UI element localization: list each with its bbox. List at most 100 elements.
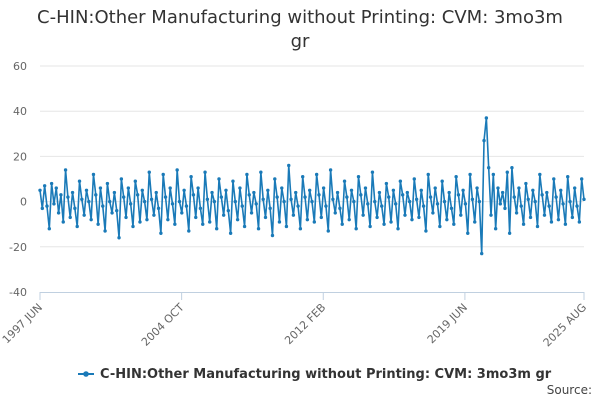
- data-point[interactable]: [277, 220, 282, 224]
- data-point[interactable]: [68, 215, 72, 220]
- data-point[interactable]: [145, 217, 149, 222]
- data-point[interactable]: [214, 227, 219, 231]
- data-point[interactable]: [533, 199, 537, 204]
- data-point[interactable]: [331, 197, 335, 202]
- data-point[interactable]: [226, 208, 231, 213]
- data-point[interactable]: [389, 220, 393, 224]
- data-point[interactable]: [247, 193, 251, 197]
- data-point[interactable]: [419, 188, 423, 192]
- data-point[interactable]: [124, 215, 128, 220]
- data-point[interactable]: [47, 227, 51, 231]
- data-point[interactable]: [535, 224, 540, 229]
- data-point[interactable]: [484, 116, 489, 120]
- data-point[interactable]: [291, 213, 296, 217]
- data-point[interactable]: [163, 195, 168, 199]
- data-point[interactable]: [312, 220, 317, 224]
- data-point[interactable]: [489, 213, 493, 217]
- data-point[interactable]: [210, 190, 214, 195]
- data-point[interactable]: [414, 197, 419, 202]
- data-point[interactable]: [447, 190, 451, 195]
- data-point[interactable]: [547, 204, 551, 208]
- data-point[interactable]: [445, 217, 449, 222]
- data-point[interactable]: [347, 217, 351, 222]
- data-point[interactable]: [319, 215, 323, 220]
- data-point[interactable]: [133, 179, 138, 183]
- data-point[interactable]: [263, 215, 268, 220]
- data-point[interactable]: [75, 224, 79, 229]
- data-point[interactable]: [170, 202, 175, 206]
- data-point[interactable]: [438, 224, 442, 229]
- data-point[interactable]: [393, 202, 398, 206]
- data-point[interactable]: [540, 193, 544, 197]
- data-point[interactable]: [428, 195, 433, 199]
- data-point[interactable]: [403, 213, 407, 217]
- data-point[interactable]: [503, 206, 507, 211]
- data-point[interactable]: [256, 227, 261, 231]
- data-point[interactable]: [498, 202, 503, 206]
- data-point[interactable]: [187, 229, 191, 233]
- data-point[interactable]: [431, 211, 435, 215]
- data-point[interactable]: [582, 197, 586, 202]
- data-point[interactable]: [63, 168, 68, 172]
- data-point[interactable]: [108, 199, 112, 204]
- data-point[interactable]: [233, 199, 237, 204]
- data-point[interactable]: [89, 217, 93, 222]
- data-point[interactable]: [173, 222, 177, 226]
- data-point[interactable]: [349, 188, 354, 192]
- data-point[interactable]: [296, 204, 300, 208]
- data-point[interactable]: [101, 204, 105, 208]
- data-point[interactable]: [235, 217, 240, 222]
- data-point[interactable]: [563, 222, 568, 226]
- data-point[interactable]: [324, 204, 328, 208]
- data-point[interactable]: [96, 222, 100, 226]
- data-point[interactable]: [301, 175, 305, 179]
- data-point[interactable]: [254, 202, 258, 206]
- data-point[interactable]: [54, 186, 58, 190]
- data-point[interactable]: [505, 170, 509, 174]
- data-point[interactable]: [568, 199, 572, 204]
- data-point[interactable]: [280, 186, 284, 190]
- data-point[interactable]: [194, 215, 198, 220]
- data-point[interactable]: [382, 222, 386, 226]
- data-point[interactable]: [84, 188, 89, 192]
- data-point[interactable]: [94, 193, 98, 197]
- data-point[interactable]: [538, 172, 542, 177]
- data-point[interactable]: [61, 220, 65, 224]
- data-point[interactable]: [249, 211, 254, 215]
- data-point[interactable]: [177, 199, 182, 204]
- data-point[interactable]: [370, 170, 375, 174]
- data-point[interactable]: [168, 186, 172, 190]
- data-point[interactable]: [519, 204, 523, 208]
- data-point[interactable]: [56, 211, 61, 215]
- data-point[interactable]: [384, 181, 389, 186]
- data-point[interactable]: [354, 227, 358, 231]
- data-point[interactable]: [175, 168, 179, 172]
- data-point[interactable]: [452, 222, 456, 226]
- data-point[interactable]: [573, 186, 577, 190]
- data-point[interactable]: [38, 188, 42, 192]
- data-point[interactable]: [521, 222, 526, 226]
- data-point[interactable]: [261, 197, 265, 202]
- data-point[interactable]: [454, 175, 458, 179]
- data-point[interactable]: [275, 195, 279, 199]
- data-point[interactable]: [477, 199, 482, 204]
- data-point[interactable]: [368, 224, 372, 229]
- data-point[interactable]: [70, 190, 75, 195]
- data-point[interactable]: [421, 204, 426, 208]
- data-point[interactable]: [549, 220, 554, 224]
- data-point[interactable]: [433, 186, 437, 190]
- data-point[interactable]: [40, 206, 45, 211]
- data-point[interactable]: [493, 227, 498, 231]
- data-point[interactable]: [468, 172, 472, 177]
- data-point[interactable]: [359, 193, 363, 197]
- data-point[interactable]: [117, 236, 121, 240]
- data-point[interactable]: [314, 172, 319, 177]
- data-point[interactable]: [570, 215, 575, 220]
- data-point[interactable]: [545, 190, 549, 195]
- data-point[interactable]: [566, 175, 570, 179]
- data-point[interactable]: [480, 251, 484, 256]
- data-point[interactable]: [159, 231, 163, 235]
- data-point[interactable]: [245, 172, 249, 177]
- data-point[interactable]: [212, 199, 217, 204]
- data-point[interactable]: [131, 224, 135, 229]
